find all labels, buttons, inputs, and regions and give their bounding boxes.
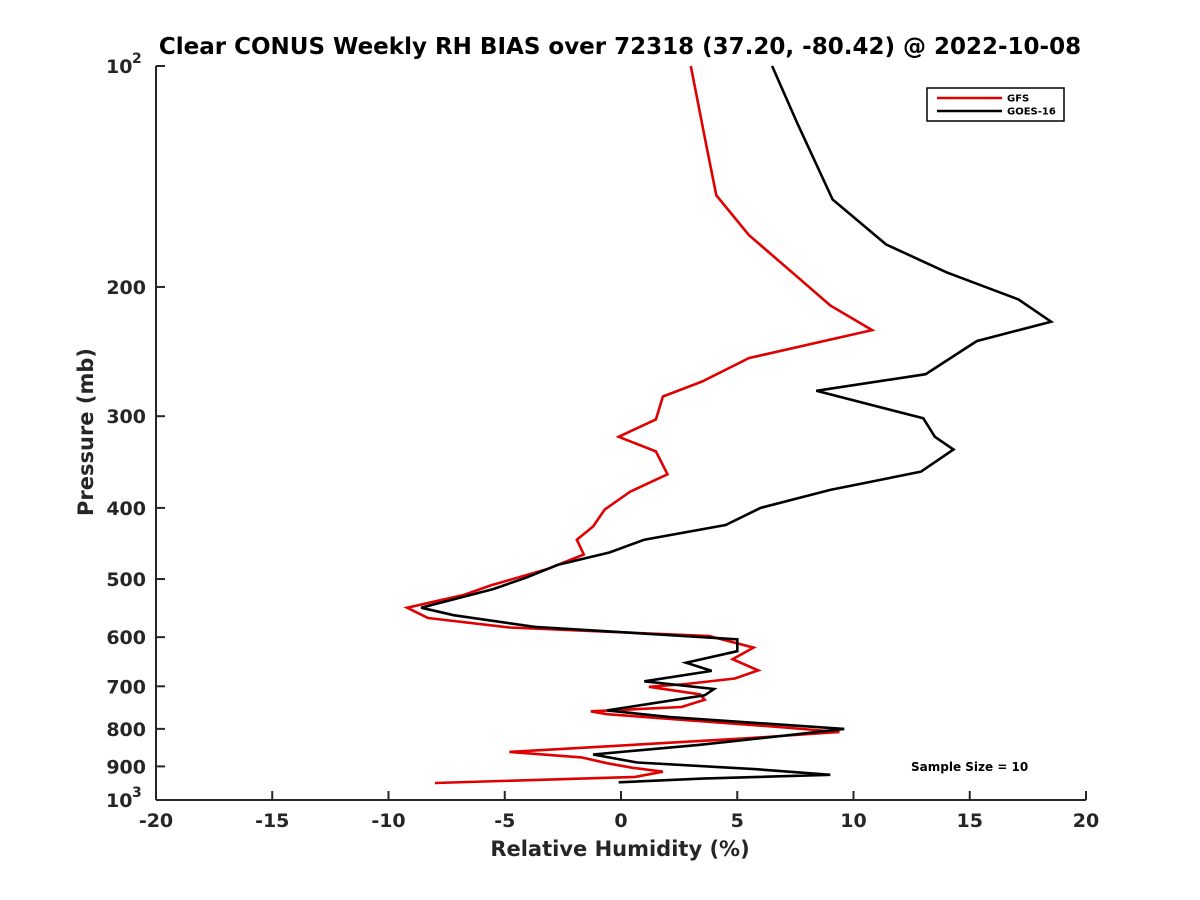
x-tick-label: -15 xyxy=(255,810,289,832)
y-tick-label: 700 xyxy=(106,676,146,698)
x-tick-label: -5 xyxy=(494,810,515,832)
legend-label-goes-16: GOES-16 xyxy=(1007,107,1056,118)
legend-box xyxy=(926,87,1065,122)
y-tick-label: 800 xyxy=(106,719,146,741)
y-tick-label: 10 xyxy=(106,56,132,78)
x-tick-label: 0 xyxy=(614,810,627,832)
y-tick-label: 300 xyxy=(106,406,146,428)
y-tick-label: 900 xyxy=(106,756,146,778)
x-tick-label: -20 xyxy=(139,810,173,832)
x-tick-label: 10 xyxy=(840,810,866,832)
legend-label-gfs: GFS xyxy=(1007,94,1029,105)
x-tick-label: 20 xyxy=(1073,810,1099,832)
y-tick-exponent: 3 xyxy=(132,785,142,801)
series-layer xyxy=(403,65,1055,785)
series-line-goes-16 xyxy=(420,65,1055,784)
x-tick-label: -10 xyxy=(371,810,405,832)
legend: GFS GOES-16 xyxy=(926,87,1065,122)
y-tick-label: 600 xyxy=(106,627,146,649)
x-tick-label: 5 xyxy=(731,810,744,832)
y-tick-label: 10 xyxy=(106,790,132,812)
y-tick-exponent: 2 xyxy=(132,51,142,67)
y-axis-label: Pressure (mb) xyxy=(74,348,98,516)
y-tick-label: 200 xyxy=(106,277,146,299)
y-tick-label: 400 xyxy=(106,498,146,520)
axes-layer xyxy=(155,66,1086,801)
sample-size-note: Sample Size = 10 xyxy=(911,760,1028,774)
y-tick-label: 500 xyxy=(106,569,146,591)
chart-title: Clear CONUS Weekly RH BIAS over 72318 (3… xyxy=(159,34,1081,60)
series-line-gfs xyxy=(403,65,876,785)
x-axis-label: Relative Humidity (%) xyxy=(490,837,749,861)
x-tick-label: 15 xyxy=(957,810,983,832)
